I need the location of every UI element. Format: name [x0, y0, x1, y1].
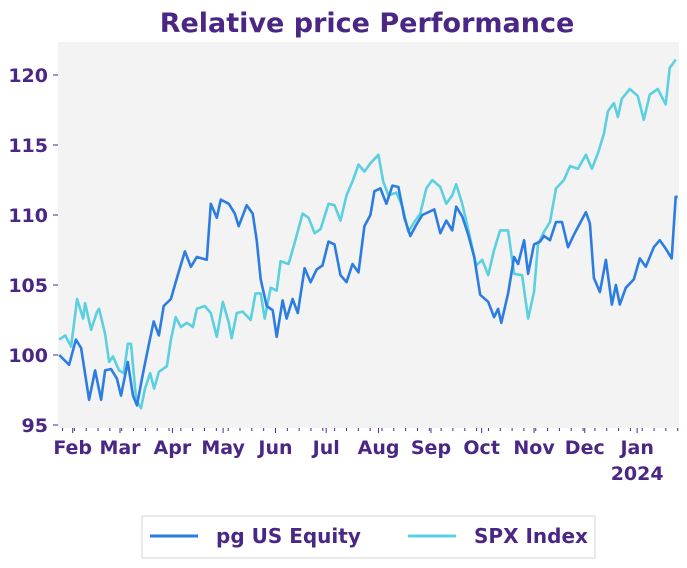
x-tick-label: Jan [618, 437, 653, 459]
x-tick-label: Jul [311, 437, 340, 459]
x-tick-label: Nov [513, 437, 555, 459]
x-tick-label: Sep [411, 437, 451, 459]
series-line-pg-us-equity [58, 184, 678, 407]
plot-area [58, 42, 679, 428]
x-tick-label: Apr [154, 437, 192, 459]
x-tick-label: May [201, 437, 245, 459]
chart-title: Relative price Performance [160, 8, 575, 39]
x-tick-sublabel: 2024 [611, 463, 664, 485]
y-axis: 95 100 105 110 115 120 [8, 65, 58, 437]
x-tick-label: Mar [99, 437, 141, 459]
y-tick-label: 105 [8, 275, 48, 297]
x-tick-label: Aug [358, 437, 400, 459]
series-lines [58, 58, 678, 410]
series-line-spx-index [58, 58, 677, 410]
y-tick-label: 100 [8, 345, 48, 367]
x-tick-label: Jun [256, 437, 292, 459]
legend-box [141, 515, 596, 559]
y-tick-label: 115 [8, 135, 48, 157]
x-tick-label: Feb [53, 437, 92, 459]
x-axis: Feb Mar Apr May Jun Jul Aug Sep Oct Nov Dec Jan 2024 [53, 428, 679, 485]
legend-label-pg-us-equity: pg US Equity [216, 524, 361, 548]
x-tick-label: Dec [565, 437, 605, 459]
legend: pg US Equity SPX Index [141, 515, 596, 559]
x-tick-label: Oct [463, 437, 500, 459]
legend-label-spx-index: SPX Index [474, 524, 588, 548]
y-tick-label: 120 [8, 65, 48, 87]
y-tick-label: 110 [8, 205, 48, 227]
y-tick-label: 95 [22, 415, 48, 437]
